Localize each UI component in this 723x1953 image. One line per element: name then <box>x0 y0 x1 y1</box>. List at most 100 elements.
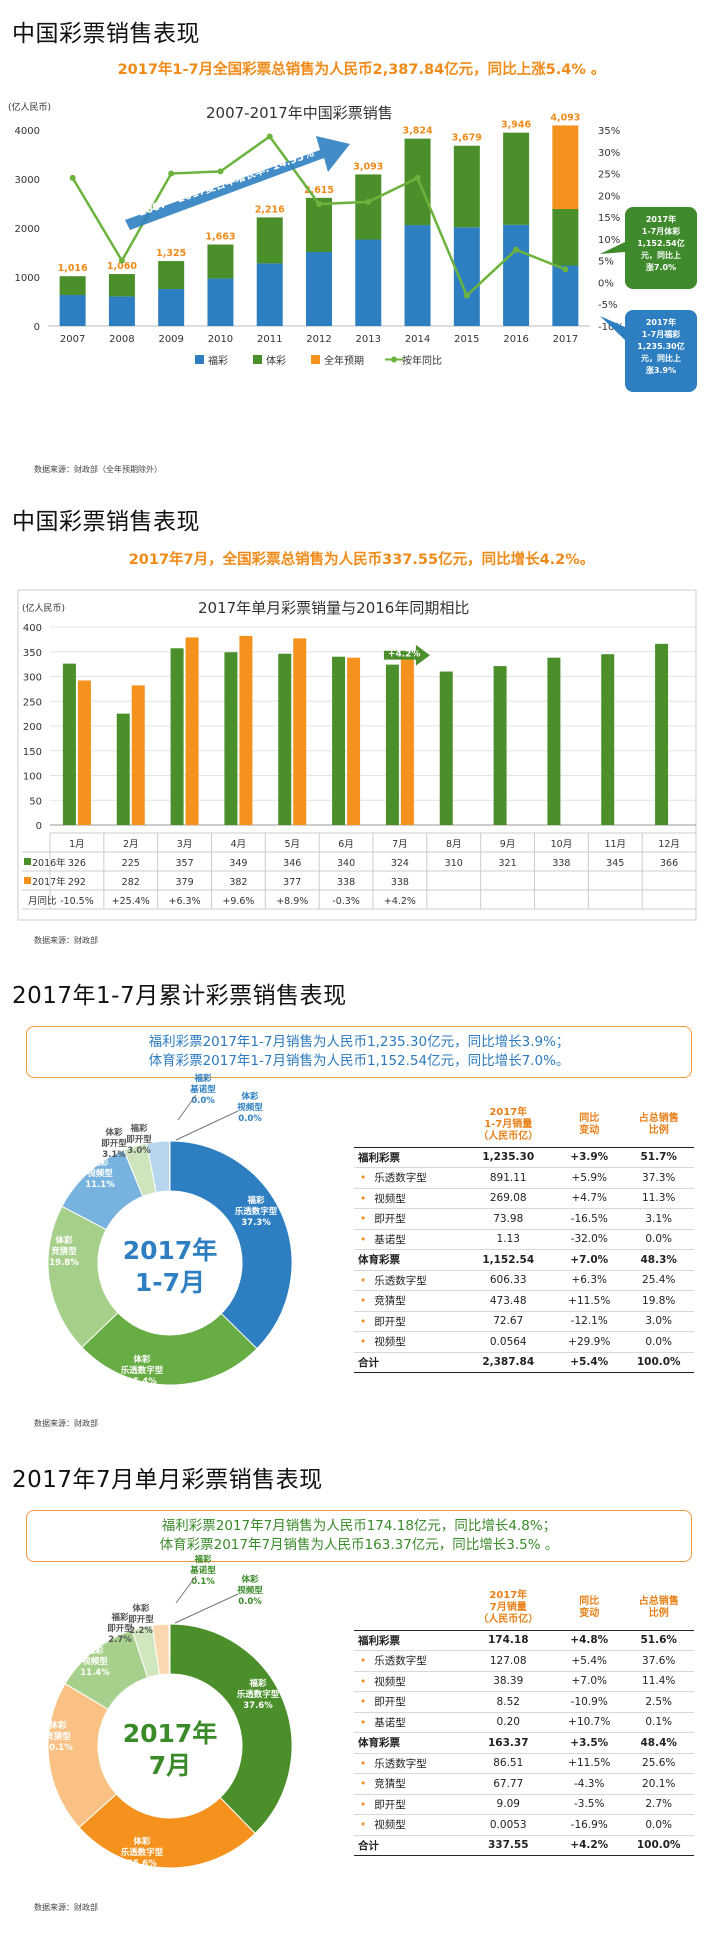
row-share: 100.0% <box>623 1835 694 1856</box>
slice-label: 2.2% <box>129 1626 153 1636</box>
table-row: • 即开型 72.67 -12.1% 3.0% <box>354 1311 694 1332</box>
slice-label: 体彩 <box>105 1127 123 1138</box>
bar-2016 <box>493 666 507 825</box>
month-label: 8月 <box>446 839 462 850</box>
bar-2017 <box>400 657 414 825</box>
row-yoy-value: +9.6% <box>222 896 254 907</box>
row-share: 11.3% <box>623 1188 694 1209</box>
row-share: 48.4% <box>623 1732 694 1754</box>
bullet-icon: • <box>360 1819 367 1832</box>
chart1-ylabel: (亿人民币) <box>8 101 51 113</box>
bar-sports <box>503 132 530 225</box>
bar-total-label: 3,824 <box>403 126 433 137</box>
bar-2016 <box>332 656 346 825</box>
row-change: +6.3% <box>555 1270 624 1291</box>
bar-2016 <box>601 654 615 825</box>
x-tick-label: 2011 <box>257 334 282 345</box>
bar-sports <box>256 217 283 264</box>
table-row: • 竞猜型 67.77 -4.3% 20.1% <box>354 1773 694 1795</box>
y2-tick-label: 30% <box>598 148 620 159</box>
callout-welfare-line: 1-7月福彩 <box>642 329 680 339</box>
table-row: 合计 337.55 +4.2% 100.0% <box>354 1835 694 1856</box>
bar-2016 <box>547 657 561 825</box>
table-row: • 竞猜型 473.48 +11.5% 19.8% <box>354 1290 694 1312</box>
month-label: 3月 <box>177 839 193 850</box>
section2-source: 数据来源：财政部 <box>34 936 98 945</box>
callout-sports-line: 涨7.0% <box>646 262 676 272</box>
bar-2017 <box>239 635 253 825</box>
ytd-share-donut: 福彩乐透数字型37.3%体彩乐透数字型25.4%体彩竞猜型19.8%福彩视频型1… <box>47 1073 293 1387</box>
callout-welfare-pointer <box>600 316 625 340</box>
row-name: • 即开型 <box>354 1311 462 1332</box>
bar-welfare <box>256 263 283 326</box>
slice-label: 福彩 <box>90 1157 109 1168</box>
row-value: 8.52 <box>461 1691 556 1713</box>
slice-label: 乐透数字型 <box>237 1689 280 1700</box>
header-blank <box>354 1586 462 1631</box>
bar-total-label: 1,060 <box>107 261 137 272</box>
row-name: 体育彩票 <box>354 1249 462 1271</box>
table-row: • 基诺型 0.20 +10.7% 0.1% <box>354 1712 694 1733</box>
bullet-icon: • <box>360 1757 367 1770</box>
slice-label: 即开型 <box>128 1614 154 1625</box>
section3-source: 数据来源：财政部 <box>34 1419 98 1428</box>
table-row: • 视频型 0.0053 -16.9% 0.0% <box>354 1814 694 1836</box>
yoy-point <box>562 266 569 273</box>
row-name: • 即开型 <box>354 1208 462 1230</box>
slice-leader <box>175 1110 239 1141</box>
row-name: • 基诺型 <box>354 1712 462 1733</box>
row-share: 20.1% <box>623 1773 694 1795</box>
row-change: +4.8% <box>555 1630 624 1651</box>
table-row: • 即开型 9.09 -3.5% 2.7% <box>354 1794 694 1815</box>
bullet-icon: • <box>360 1778 367 1791</box>
bar-2016 <box>385 664 399 825</box>
section3-title: 2017年1-7月累计彩票销售表现 <box>12 983 347 1009</box>
row-change: +29.9% <box>555 1331 624 1353</box>
y-tick-label: 150 <box>23 747 42 758</box>
bar-welfare <box>355 239 382 326</box>
y-tick-label: 200 <box>23 722 42 733</box>
table-header: 2017年 7月销量 （人民币亿） 同比 变动 占总销售 比例 <box>354 1586 694 1631</box>
yoy-arrow <box>383 644 430 666</box>
bar-sports <box>59 276 86 296</box>
section3-summary-line1: 福利彩票2017年1-7月销售为人民币1,235.30亿元，同比增长3.9%； <box>148 1034 570 1050</box>
table-row: • 视频型 0.0564 +29.9% 0.0% <box>354 1331 694 1353</box>
yoy-point <box>217 168 224 175</box>
slice-label: 体彩 <box>55 1235 73 1246</box>
row-value: 1.13 <box>461 1229 556 1250</box>
row-share: 2.7% <box>623 1794 694 1815</box>
row-change: -3.5% <box>555 1794 624 1815</box>
table-row: 福利彩票 174.18 +4.8% 51.6% <box>354 1630 694 1651</box>
row-change: +5.4% <box>555 1650 624 1672</box>
row-change: -12.1% <box>555 1311 624 1332</box>
slice-label: 3.0% <box>127 1146 151 1156</box>
slice-label: 0.0% <box>191 1096 215 1106</box>
header-cell: 占总销售 比例 <box>623 1586 694 1631</box>
bar-sports <box>108 274 135 297</box>
callout-welfare-line: 涨3.9% <box>646 365 676 375</box>
row-value: 163.37 <box>461 1732 556 1754</box>
bar-welfare <box>306 252 332 326</box>
row-name: • 竞猜型 <box>354 1773 462 1795</box>
row-2016-value: 326 <box>68 858 86 869</box>
slice-label: 体彩 <box>132 1603 150 1614</box>
row-share: 37.6% <box>623 1650 694 1672</box>
table-row: 合计 2,387.84 +5.4% 100.0% <box>354 1352 694 1373</box>
bar-total-label: 2,216 <box>255 204 285 215</box>
bar-sports <box>207 244 234 279</box>
callout-sports-box <box>625 207 697 289</box>
legend-label: 体彩 <box>266 355 286 367</box>
legend-2016-label: 2016年 <box>32 857 66 869</box>
yoy-point <box>316 201 322 208</box>
slice-label: 即开型 <box>126 1134 152 1145</box>
slice-label: 福彩 <box>85 1645 104 1656</box>
row-change: +4.7% <box>555 1188 624 1209</box>
legend-2017-label: 2017年 <box>32 876 66 888</box>
bar-welfare <box>158 288 185 326</box>
slice-leader <box>175 1575 197 1604</box>
donut-center-year: 2017年 <box>123 1236 218 1265</box>
row-value: 174.18 <box>461 1630 556 1651</box>
row-2016-value: 357 <box>176 858 194 869</box>
bar-welfare <box>552 265 579 326</box>
legend-swatch <box>195 355 204 364</box>
